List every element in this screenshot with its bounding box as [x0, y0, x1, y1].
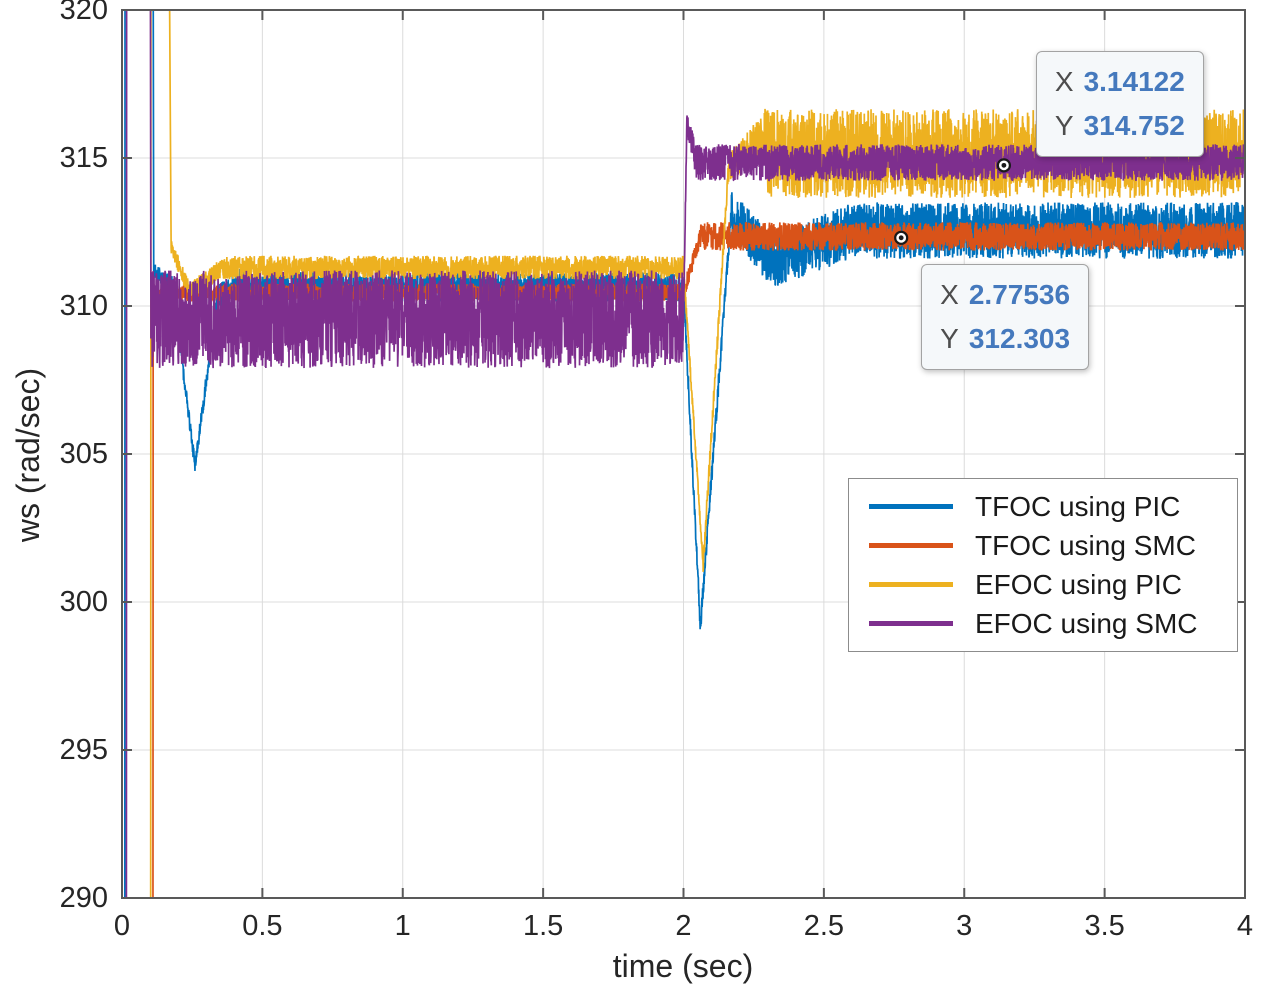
legend-line-swatch-efoc-smc: [869, 621, 953, 626]
legend-line-swatch-tfoc-pic: [869, 504, 953, 509]
x-tick-label: 3.5: [1084, 910, 1125, 942]
legend-line-swatch-efoc-pic: [869, 582, 953, 587]
datatip-x-row: X 2.77536: [940, 273, 1070, 317]
x-tick-label: 0.5: [242, 910, 283, 942]
legend-line-swatch-tfoc-smc: [869, 543, 953, 548]
y-tick-label: 310: [59, 290, 108, 322]
datatip-y-row: Y 314.752: [1055, 104, 1185, 148]
x-tick-label: 3: [956, 910, 973, 942]
legend-label-efoc-smc: EFOC using SMC: [975, 607, 1198, 639]
x-tick-label: 4: [1236, 910, 1254, 942]
datatip-y-label: Y: [940, 322, 959, 354]
y-tick-label: 290: [59, 882, 108, 914]
datatip-x-label: X: [1054, 66, 1074, 98]
datatip-x-row: X 3.14122: [1055, 60, 1185, 104]
legend-entry-tfoc-pic: TFOC using PIC: [849, 487, 1237, 526]
y-tick-label: 295: [59, 734, 108, 766]
datatip-y-label: Y: [1054, 110, 1074, 142]
y-tick-label: 315: [59, 142, 108, 174]
x-axis-label: time (sec): [612, 948, 754, 984]
legend-label-efoc-pic: EFOC using PIC: [975, 568, 1182, 600]
legend-label-tfoc-pic: TFOC using PIC: [975, 490, 1181, 522]
x-tick-label: 2.5: [803, 910, 845, 942]
legend-entry-tfoc-smc: TFOC using SMC: [849, 526, 1237, 565]
datatip-lower[interactable]: X 2.77536 Y 312.303: [921, 263, 1090, 370]
datatip-x-value: 3.14122: [1083, 66, 1185, 98]
x-tick-label: 2: [675, 910, 692, 942]
x-tick-label: 1: [394, 910, 411, 942]
y-tick-label: 300: [59, 586, 108, 618]
datatip-y-row: Y 312.303: [940, 317, 1070, 361]
datatip-x-label: X: [940, 278, 959, 310]
y-tick-label: 305: [59, 438, 108, 470]
datatip-upper[interactable]: X 3.14122 Y 314.752: [1035, 51, 1204, 158]
legend-entry-efoc-pic: EFOC using PIC: [849, 565, 1237, 604]
x-tick-label: 0: [113, 910, 131, 942]
y-tick-label: 320: [59, 0, 108, 26]
legend[interactable]: TFOC using PIC TFOC using SMC EFOC using…: [848, 478, 1238, 652]
datatip-x-value: 2.77536: [968, 278, 1071, 310]
datatip-y-value: 314.752: [1083, 110, 1185, 142]
legend-label-tfoc-smc: TFOC using SMC: [975, 529, 1196, 561]
datatip-y-value: 312.303: [968, 322, 1071, 354]
legend-entry-efoc-smc: EFOC using SMC: [849, 604, 1237, 643]
x-tick-label: 1.5: [522, 910, 564, 942]
